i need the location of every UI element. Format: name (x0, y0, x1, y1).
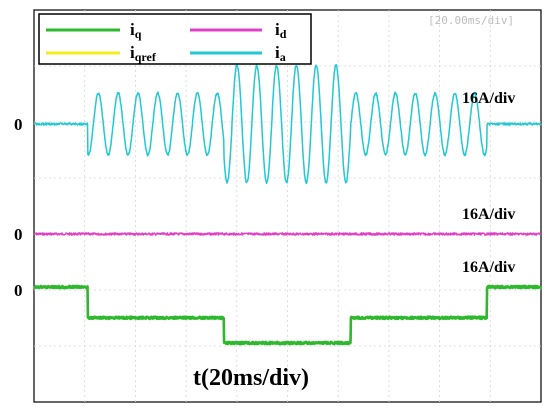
grid (34, 10, 541, 402)
timebase-label: [20.00ms/div] (428, 14, 514, 27)
trace-iq (33, 284, 543, 346)
zero-label-id: 0 (14, 225, 23, 244)
zero-label-ia: 0 (14, 115, 23, 134)
trace-ia (33, 63, 542, 185)
zero-label-iq: 0 (14, 281, 23, 300)
legend-box (38, 13, 312, 65)
scale-label-iq: 16A/div (462, 259, 515, 276)
time-axis-label: t(20ms/div) (193, 365, 309, 391)
legend-label-ia: ia (275, 43, 286, 64)
legend-label-iqref: iqref (130, 43, 157, 64)
trace-id (33, 232, 542, 236)
scale-label-ia: 16A/div (462, 90, 515, 107)
legend: iq id iqref ia (38, 13, 312, 65)
legend-label-iq: iq (130, 20, 142, 41)
legend-label-id: id (275, 20, 287, 41)
scale-label-id: 16A/div (462, 206, 515, 223)
traces (33, 63, 543, 346)
